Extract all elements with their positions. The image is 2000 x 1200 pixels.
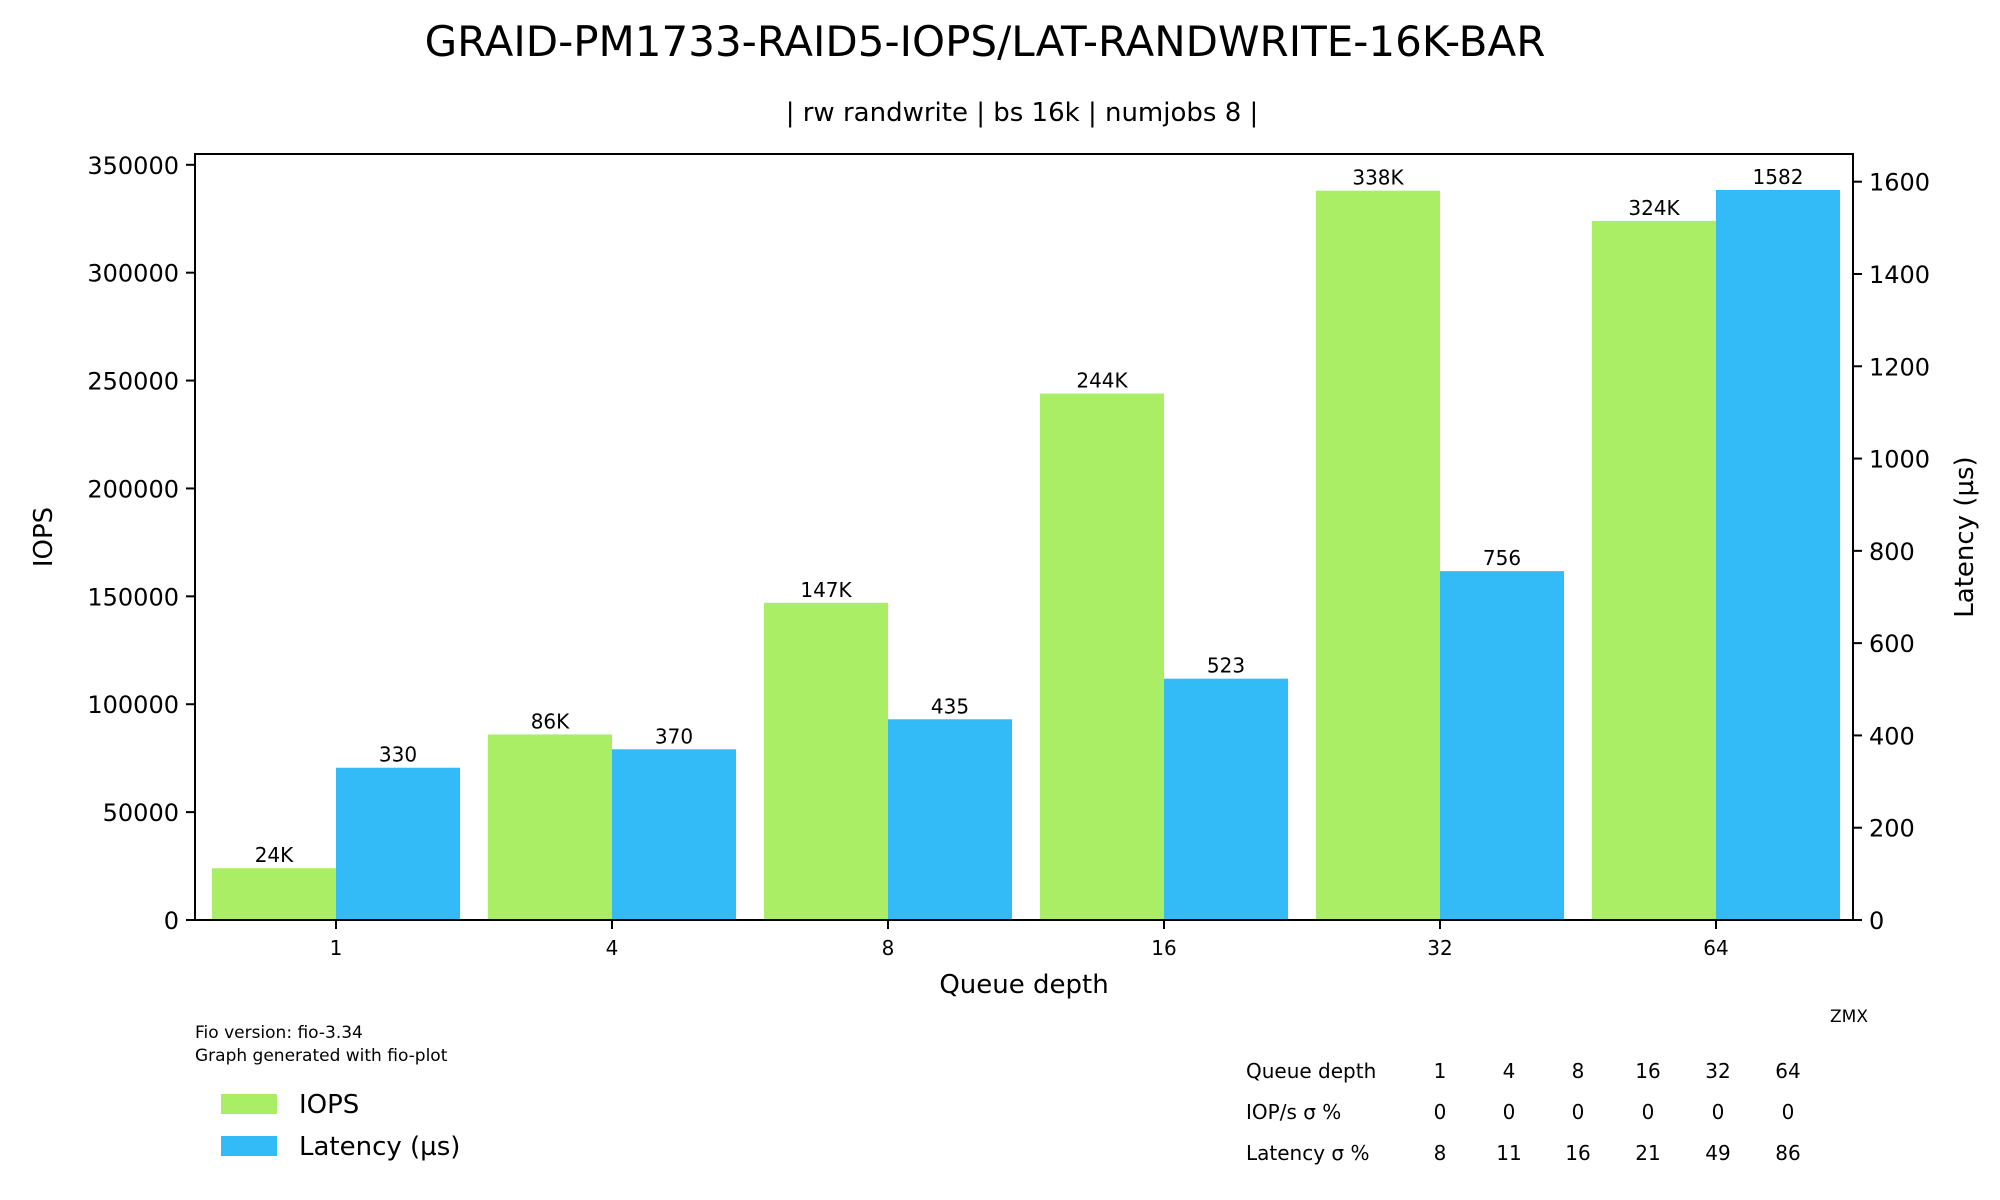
bar-label-iops-qd16: 244K bbox=[1076, 369, 1128, 393]
left-y-axis-label: IOPS bbox=[29, 507, 59, 567]
chart-subtitle: | rw randwrite | bs 16k | numjobs 8 | bbox=[786, 98, 1259, 128]
right-y-tick-label: 400 bbox=[1869, 722, 1915, 750]
legend-label-iops: IOPS bbox=[299, 1090, 359, 1120]
left-y-tick-label: 250000 bbox=[87, 368, 179, 396]
author-note: ZMX bbox=[1830, 1007, 1868, 1027]
legend: IOPS Latency (µs) bbox=[221, 1090, 460, 1162]
left-y-axis: 0 50000 100000 150000 200000 250000 300000 3500… bbox=[87, 152, 195, 935]
x-tick-label: 1 bbox=[330, 936, 343, 960]
x-axis-label: Queue depth bbox=[939, 970, 1108, 1000]
table-row-label: IOP/s σ % bbox=[1246, 1100, 1341, 1124]
right-y-tick-label: 0 bbox=[1869, 907, 1884, 935]
table-cell: 1 bbox=[1434, 1059, 1447, 1083]
left-y-tick-label: 350000 bbox=[87, 152, 179, 180]
left-y-tick-label: 200000 bbox=[87, 475, 179, 503]
bar-latency-qd16 bbox=[1164, 679, 1288, 920]
bar-label-iops-qd8: 147K bbox=[800, 578, 852, 602]
x-tick-label: 32 bbox=[1427, 936, 1452, 960]
bar-label-iops-qd4: 86K bbox=[531, 709, 570, 733]
table-cell: 16 bbox=[1635, 1059, 1660, 1083]
right-y-tick-label: 800 bbox=[1869, 538, 1915, 566]
chart-title: GRAID-PM1733-RAID5-IOPS/LAT-RANDWRITE-16… bbox=[425, 17, 1546, 66]
bar-latency-qd4 bbox=[612, 749, 736, 920]
right-y-axis-label: Latency (µs) bbox=[1950, 456, 1980, 617]
x-tick-label: 16 bbox=[1151, 936, 1176, 960]
legend-swatch-latency bbox=[221, 1136, 277, 1156]
table-cell: 0 bbox=[1642, 1100, 1655, 1124]
bar-iops-qd4 bbox=[488, 734, 612, 920]
right-y-tick-label: 1400 bbox=[1869, 261, 1930, 289]
right-y-tick-label: 1200 bbox=[1869, 353, 1930, 381]
table-cell: 0 bbox=[1503, 1100, 1516, 1124]
left-y-tick-label: 150000 bbox=[87, 583, 179, 611]
bar-iops-qd1 bbox=[212, 868, 336, 920]
bar-latency-qd64 bbox=[1716, 190, 1840, 920]
left-y-tick-label: 0 bbox=[164, 907, 179, 935]
table-cell: 0 bbox=[1434, 1100, 1447, 1124]
bar-label-latency-qd16: 523 bbox=[1207, 654, 1245, 678]
bar-label-iops-qd32: 338K bbox=[1352, 166, 1404, 190]
stats-table: Queue depth 1 4 8 16 32 64 IOP/s σ % 0 0 0 0 0 0 Laten… bbox=[1246, 1059, 1801, 1165]
table-row-label: Queue depth bbox=[1246, 1059, 1376, 1083]
bars-layer bbox=[212, 190, 1840, 920]
table-cell: 8 bbox=[1434, 1141, 1447, 1165]
table-cell: 21 bbox=[1635, 1141, 1660, 1165]
bar-latency-qd1 bbox=[336, 768, 460, 920]
bar-latency-qd32 bbox=[1440, 571, 1564, 920]
left-y-tick-label: 100000 bbox=[87, 691, 179, 719]
right-y-tick-label: 1600 bbox=[1869, 169, 1930, 197]
x-axis: 1 4 8 16 32 64 bbox=[330, 920, 1729, 960]
table-cell: 32 bbox=[1705, 1059, 1730, 1083]
fio-plot-note: Graph generated with fio-plot bbox=[195, 1046, 448, 1066]
bar-label-latency-qd4: 370 bbox=[655, 724, 693, 748]
bar-label-iops-qd1: 24K bbox=[255, 843, 294, 867]
table-cell: 49 bbox=[1705, 1141, 1730, 1165]
right-y-axis: 0 200 400 600 800 1000 1200 1400 1600 bbox=[1853, 169, 1930, 935]
table-cell: 0 bbox=[1712, 1100, 1725, 1124]
bar-iops-qd16 bbox=[1040, 394, 1164, 920]
left-y-tick-label: 300000 bbox=[87, 260, 179, 288]
x-tick-label: 8 bbox=[882, 936, 895, 960]
table-cell: 86 bbox=[1775, 1141, 1800, 1165]
bar-label-latency-qd32: 756 bbox=[1483, 546, 1521, 570]
right-y-tick-label: 600 bbox=[1869, 630, 1915, 658]
bar-iops-qd32 bbox=[1316, 191, 1440, 920]
x-tick-label: 4 bbox=[606, 936, 619, 960]
bar-iops-qd8 bbox=[764, 603, 888, 920]
table-cell: 4 bbox=[1503, 1059, 1516, 1083]
bar-latency-qd8 bbox=[888, 719, 1012, 920]
legend-label-latency: Latency (µs) bbox=[299, 1132, 460, 1162]
table-cell: 16 bbox=[1565, 1141, 1590, 1165]
bar-labels-layer: 24K 86K 147K 244K 338K 324K 330 370 435 523 756 158… bbox=[255, 165, 1804, 867]
table-cell: 64 bbox=[1775, 1059, 1800, 1083]
table-row-label: Latency σ % bbox=[1246, 1141, 1369, 1165]
table-cell: 8 bbox=[1572, 1059, 1585, 1083]
table-cell: 11 bbox=[1496, 1141, 1521, 1165]
bar-iops-qd64 bbox=[1592, 221, 1716, 920]
x-tick-label: 64 bbox=[1703, 936, 1728, 960]
table-cell: 0 bbox=[1572, 1100, 1585, 1124]
legend-swatch-iops bbox=[221, 1094, 277, 1114]
left-y-tick-label: 50000 bbox=[103, 799, 179, 827]
chart: GRAID-PM1733-RAID5-IOPS/LAT-RANDWRITE-16… bbox=[0, 0, 2000, 1200]
right-y-tick-label: 1000 bbox=[1869, 446, 1930, 474]
bar-label-latency-qd1: 330 bbox=[379, 743, 417, 767]
table-cell: 0 bbox=[1782, 1100, 1795, 1124]
bar-label-latency-qd64: 1582 bbox=[1753, 165, 1804, 189]
bar-label-iops-qd64: 324K bbox=[1628, 196, 1680, 220]
right-y-tick-label: 200 bbox=[1869, 815, 1915, 843]
fio-version-note: Fio version: fio-3.34 bbox=[195, 1023, 363, 1043]
bar-label-latency-qd8: 435 bbox=[931, 694, 969, 718]
